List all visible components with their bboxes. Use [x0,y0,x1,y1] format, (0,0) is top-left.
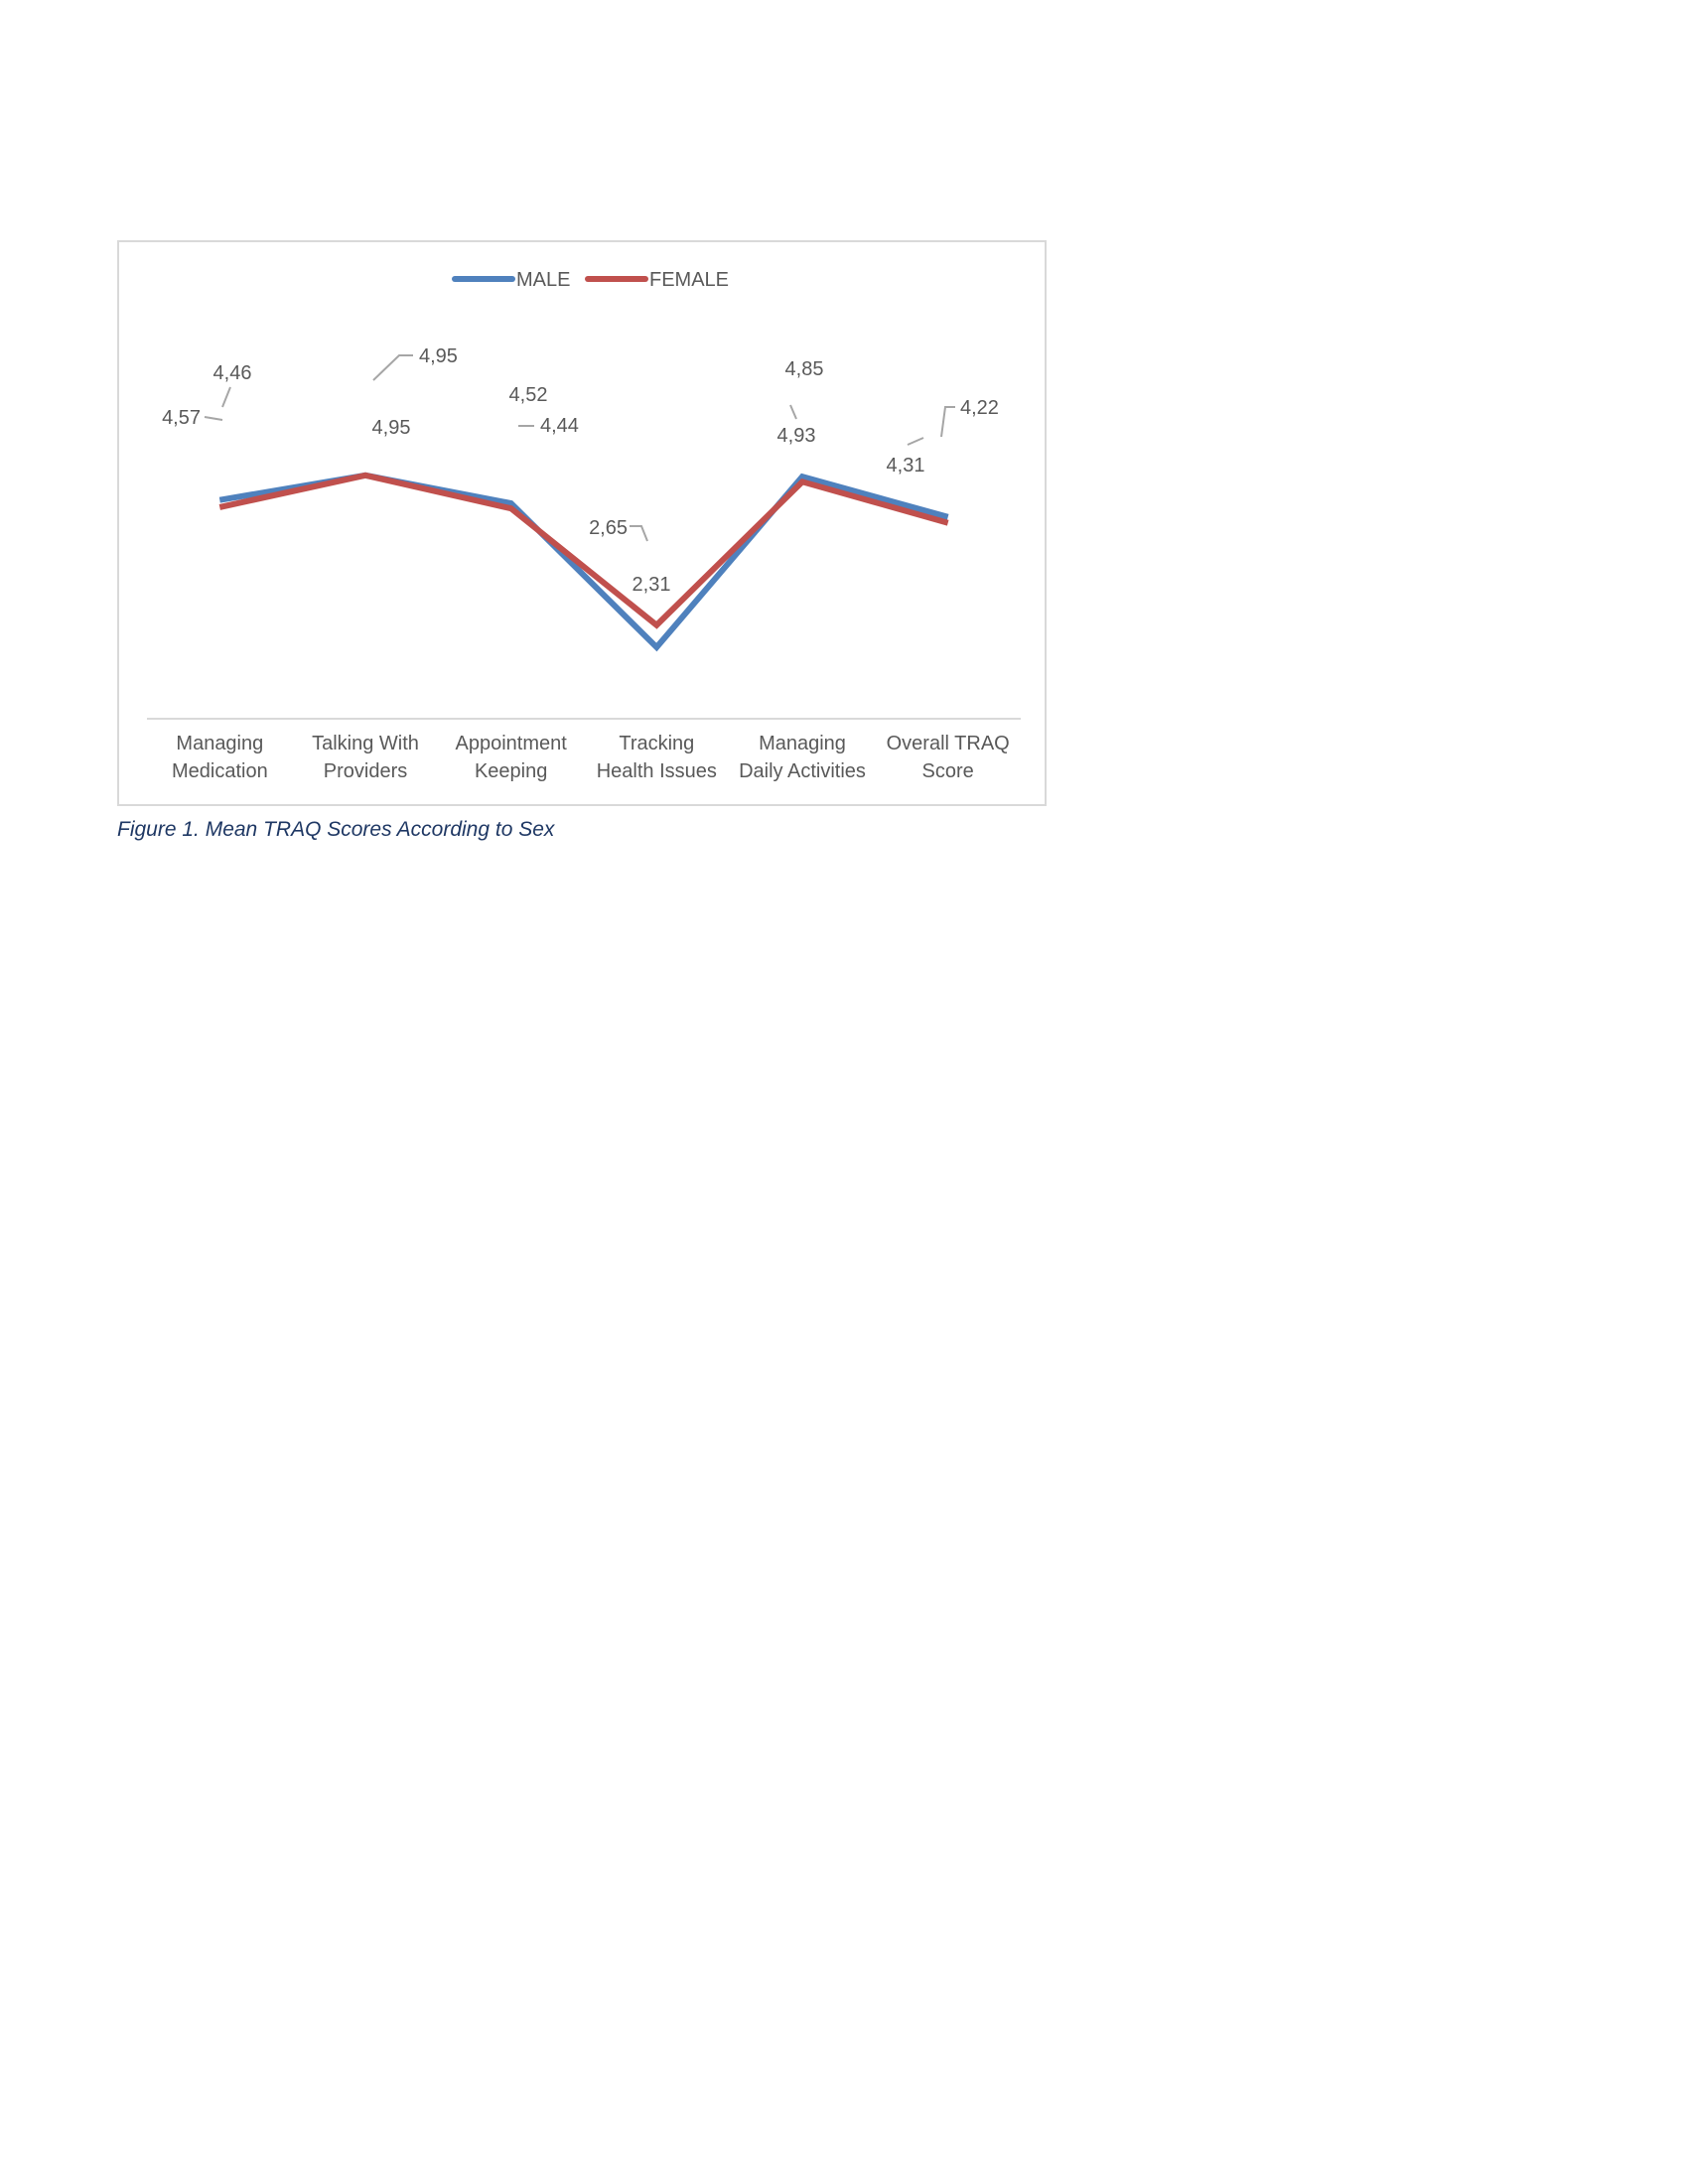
legend-label-male: MALE [516,269,570,291]
data-label-female: 4,85 [785,358,824,380]
data-label-male: 4,52 [509,384,548,406]
series-line-female [218,472,949,629]
chart-frame: Managing Medication Talking With Providers A… [117,240,1047,806]
data-label-male: 4,57 [162,407,201,429]
x-tick-label: Managing [759,733,846,754]
x-tick-label: Overall TRAQ [887,733,1010,754]
leader-line [630,525,648,542]
leader-line [221,386,231,408]
x-tick-label: Medication [172,760,268,782]
data-label-female: 4,22 [960,397,999,419]
leader-line [204,416,223,421]
leader-line [940,406,955,438]
data-label-male: 4,93 [777,425,816,447]
x-tick-label: Health Issues [597,760,717,782]
x-tick-label: Appointment [456,733,568,754]
legend-label-female: FEMALE [649,269,729,291]
x-tick-label: Score [922,760,974,782]
x-tick-label: Providers [324,760,407,782]
x-tick-label: Managing [176,733,263,754]
line-chart: Managing Medication Talking With Providers A… [147,269,1021,782]
x-tick-label: Daily Activities [739,760,866,782]
data-label-male: 4,31 [887,455,925,477]
data-label-female: 4,95 [419,345,458,367]
x-tick-label: Talking With [312,733,419,754]
leader-line [372,354,413,381]
series-line-male [218,472,949,652]
x-tick-label: Tracking [619,733,694,754]
leader-line [907,437,924,446]
figure-caption: Figure 1. Mean TRAQ Scores According to … [117,818,555,841]
data-label-female: 4,44 [540,415,579,437]
x-tick-label: Keeping [475,760,547,782]
data-label-male: 2,31 [633,574,671,596]
data-label-male: 4,95 [372,417,411,439]
data-label-female: 2,65 [589,517,628,539]
leader-line [789,404,797,420]
data-label-female: 4,46 [213,362,252,384]
